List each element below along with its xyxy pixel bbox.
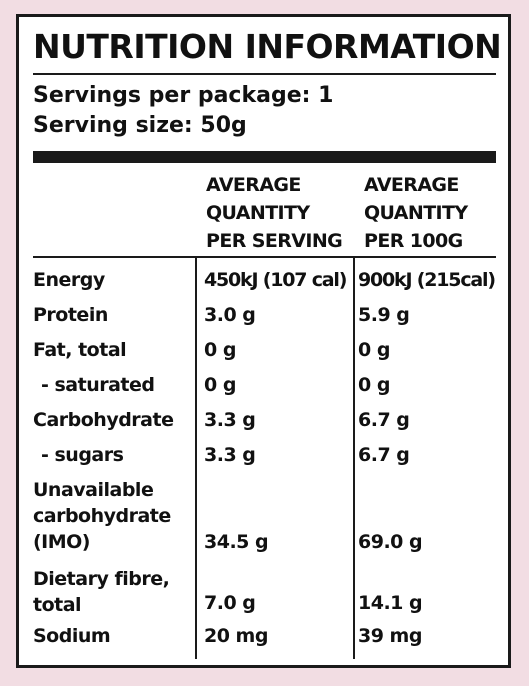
column-header-per-100g: AVERAGE QUANTITY PER 100G (364, 171, 468, 255)
column-header-line: PER SERVING (206, 230, 343, 252)
sugars-per-100g: 6.7 g (358, 444, 410, 466)
column-header-line: PER 100G (364, 230, 463, 252)
row-label-unavailable-carbohydrate: Unavailable carbohydrate (IMO) (33, 477, 171, 555)
fat-total-per-100g: 0 g (358, 339, 390, 361)
label-line: total (33, 594, 82, 616)
carbohydrate-per-serving: 3.3 g (204, 409, 256, 431)
label-line: (IMO) (33, 531, 90, 553)
panel-title: NUTRITION INFORMATION (33, 27, 502, 66)
row-label-sodium: Sodium (33, 625, 111, 647)
column-header-line: AVERAGE (364, 174, 459, 196)
saturated-per-100g: 0 g (358, 374, 390, 396)
row-label-sugars: - sugars (41, 444, 124, 466)
saturated-per-serving: 0 g (204, 374, 236, 396)
row-label-protein: Protein (33, 304, 108, 326)
fat-total-per-serving: 0 g (204, 339, 236, 361)
row-label-energy: Energy (33, 269, 105, 291)
label-line: Unavailable (33, 479, 154, 501)
carbohydrate-per-100g: 6.7 g (358, 409, 410, 431)
table-header-divider (33, 256, 496, 258)
row-label-fat-total: Fat, total (33, 339, 127, 361)
column-divider-1 (195, 257, 197, 659)
sodium-per-100g: 39 mg (358, 625, 422, 647)
column-divider-2 (353, 257, 355, 659)
dietary-fibre-per-serving: 7.0 g (204, 592, 256, 614)
serving-size: Serving size: 50g (33, 113, 247, 138)
label-line: carbohydrate (33, 505, 171, 527)
header-thick-divider (33, 151, 496, 163)
row-label-carbohydrate: Carbohydrate (33, 409, 174, 431)
row-label-saturated: - saturated (41, 374, 155, 396)
energy-per-100g: 900kJ (215cal) (358, 269, 496, 291)
protein-per-100g: 5.9 g (358, 304, 410, 326)
protein-per-serving: 3.0 g (204, 304, 256, 326)
column-header-line: AVERAGE (206, 174, 301, 196)
row-label-dietary-fibre: Dietary fibre, total (33, 566, 170, 618)
column-header-per-serving: AVERAGE QUANTITY PER SERVING (206, 171, 343, 255)
unavailable-carbohydrate-per-100g: 69.0 g (358, 531, 423, 553)
dietary-fibre-per-100g: 14.1 g (358, 592, 423, 614)
servings-per-package: Servings per package: 1 (33, 83, 334, 108)
nutrition-panel: NUTRITION INFORMATION Servings per packa… (16, 14, 511, 668)
column-header-line: QUANTITY (206, 202, 310, 224)
energy-per-serving: 450kJ (107 cal) (204, 269, 347, 291)
title-divider (33, 73, 496, 75)
sugars-per-serving: 3.3 g (204, 444, 256, 466)
sodium-per-serving: 20 mg (204, 625, 268, 647)
unavailable-carbohydrate-per-serving: 34.5 g (204, 531, 269, 553)
label-line: Dietary fibre, (33, 568, 170, 590)
column-header-line: QUANTITY (364, 202, 468, 224)
